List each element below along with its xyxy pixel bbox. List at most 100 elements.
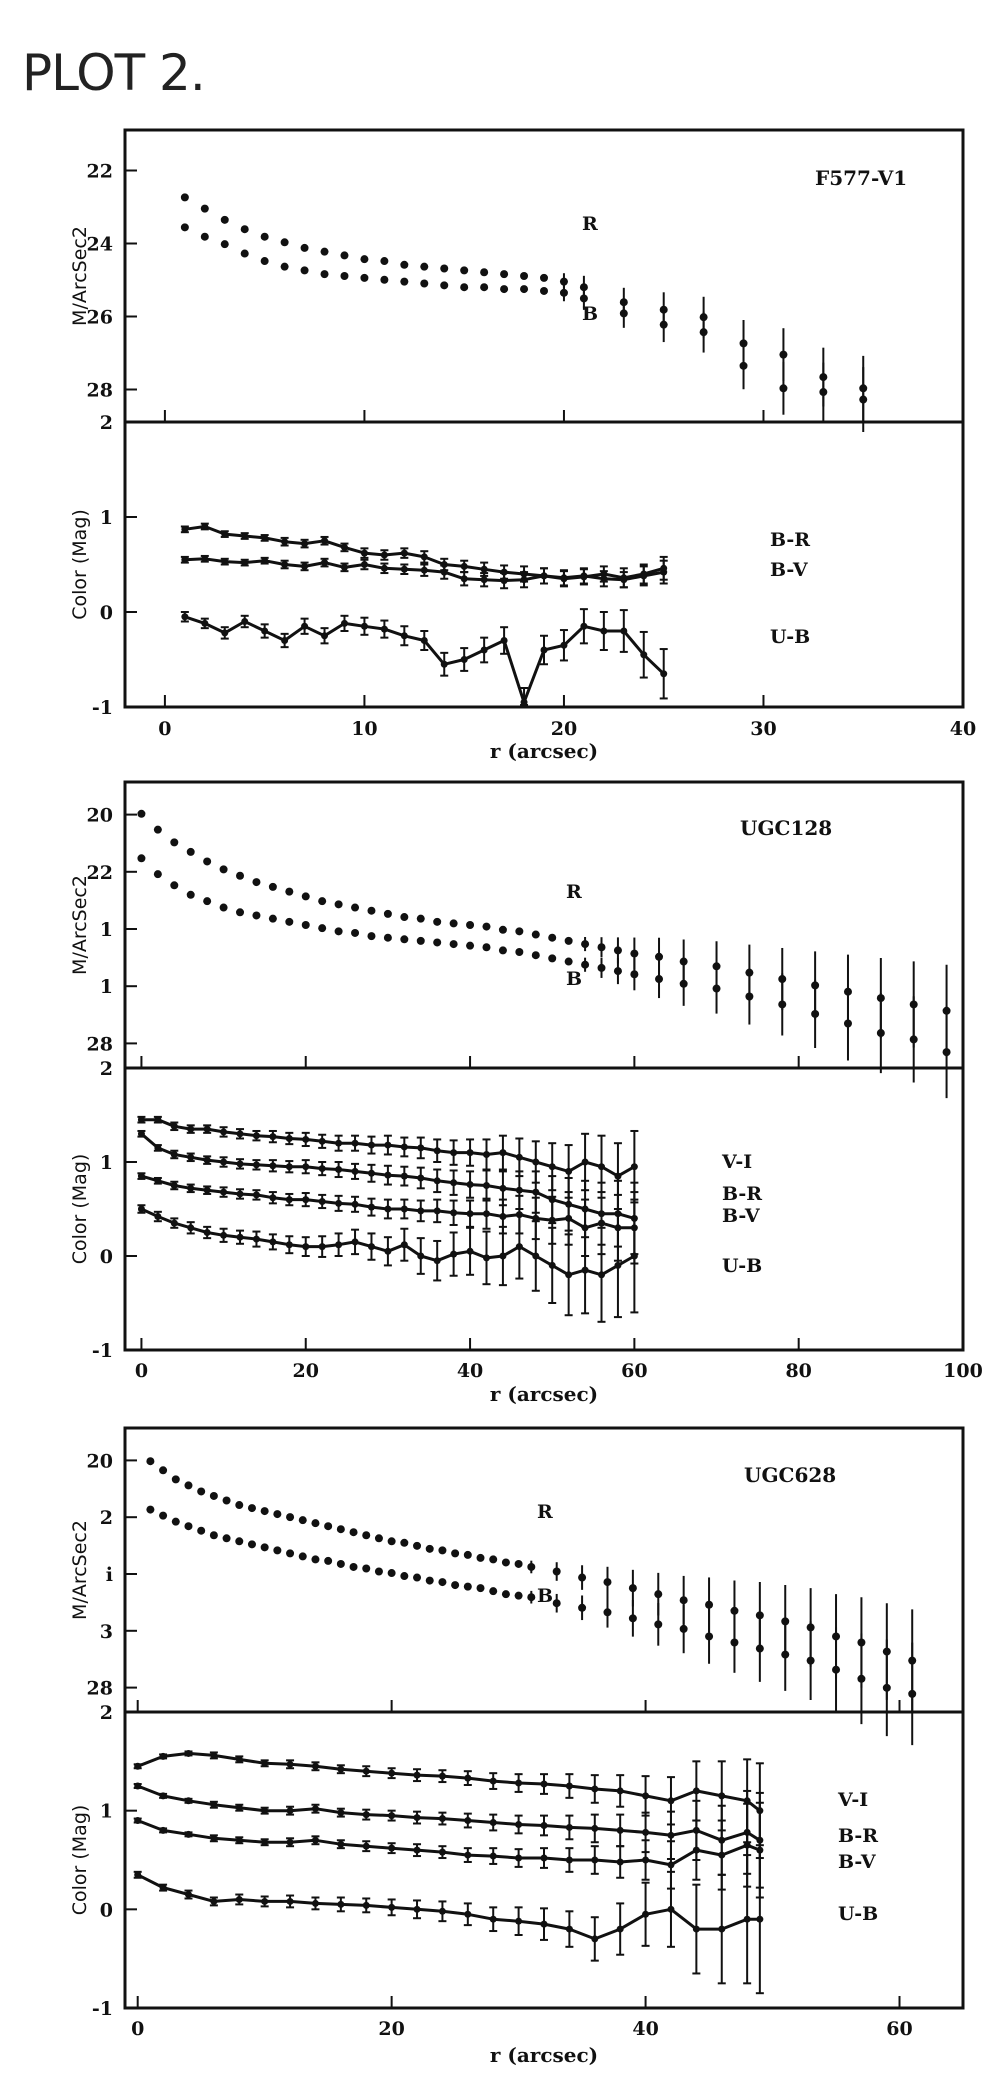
data-point <box>482 1150 490 1158</box>
data-point <box>548 1216 556 1224</box>
data-point <box>219 903 228 912</box>
data-point <box>252 1132 260 1140</box>
series-label: B-V <box>838 1851 877 1873</box>
data-point <box>417 1207 425 1215</box>
y-tick-label: 1 <box>100 507 113 529</box>
data-point <box>219 865 228 874</box>
data-point <box>285 1135 293 1142</box>
x-tick-label: 40 <box>950 718 976 740</box>
data-point <box>324 1522 333 1531</box>
data-point <box>380 257 389 266</box>
data-point <box>413 1814 421 1822</box>
series-line <box>184 615 665 704</box>
data-point <box>440 568 448 576</box>
x-axis-label: r (arcsec) <box>490 1382 598 1406</box>
galaxy-panel-f577-v1: 0 10 20 30 40r (arcsec)F577-V122242628M/ArcS… <box>69 128 976 763</box>
data-point <box>460 562 468 570</box>
data-point <box>260 232 269 241</box>
data-point <box>540 1780 548 1788</box>
x-tick-label: 40 <box>632 2018 658 2040</box>
data-point <box>548 954 557 963</box>
data-point <box>236 1130 244 1138</box>
data-point <box>548 933 557 942</box>
data-point <box>515 927 524 936</box>
data-point <box>449 919 458 928</box>
data-point <box>620 574 628 582</box>
data-point <box>520 698 528 706</box>
y-axis-label: M/ArcSec2 <box>69 226 91 326</box>
x-tick-label: 20 <box>293 1360 319 1382</box>
y-tick-label: 28 <box>87 380 113 402</box>
data-point <box>630 1252 638 1260</box>
data-point <box>480 565 488 573</box>
data-point <box>200 232 209 241</box>
data-point <box>400 935 409 944</box>
data-point <box>600 627 608 635</box>
series-line <box>137 1751 761 1812</box>
y-tick-label: 24 <box>87 234 113 256</box>
y-axis-label: Color (Mag) <box>69 509 91 620</box>
data-point <box>220 1188 228 1196</box>
data-point <box>351 928 360 937</box>
y-tick-label: -1 <box>92 1340 113 1362</box>
data-point <box>300 266 309 275</box>
series-label: B-V <box>722 1205 761 1227</box>
data-point <box>236 1233 244 1241</box>
data-point <box>560 575 568 583</box>
data-point <box>184 1797 192 1805</box>
data-point <box>667 1797 675 1805</box>
data-point <box>349 1528 358 1537</box>
data-point <box>433 917 442 926</box>
data-point <box>383 909 392 918</box>
x-tick-label: 20 <box>378 2018 404 2040</box>
data-point <box>281 538 289 546</box>
series-label: U-B <box>770 626 810 648</box>
data-point <box>203 1186 211 1194</box>
data-point <box>489 1587 498 1596</box>
series-label: B-V <box>770 559 809 581</box>
data-point <box>362 1811 370 1819</box>
series-b-v <box>180 554 668 590</box>
y-axis-label: M/ArcSec2 <box>69 1520 91 1620</box>
data-point <box>261 1897 269 1905</box>
data-point <box>300 243 309 252</box>
data-point <box>134 1782 142 1790</box>
data-point <box>340 543 348 551</box>
data-point <box>210 1801 218 1809</box>
data-point <box>336 1525 345 1534</box>
data-point <box>380 551 388 559</box>
data-point <box>340 563 348 571</box>
data-point <box>451 1581 460 1590</box>
y-tick-label: -1 <box>92 1998 113 2020</box>
x-axis-label: r (arcsec) <box>490 2043 598 2067</box>
data-point <box>187 1153 195 1161</box>
data-point <box>642 1792 650 1800</box>
data-point <box>384 1141 392 1149</box>
color-frame <box>123 1710 965 2010</box>
data-point <box>413 1846 421 1854</box>
data-point <box>498 925 507 934</box>
data-point <box>380 564 388 572</box>
data-point <box>184 1830 192 1838</box>
data-point <box>311 1519 320 1528</box>
data-point <box>384 1205 392 1213</box>
series-u-b <box>180 608 668 706</box>
color-frame <box>123 1066 965 1352</box>
data-point <box>340 272 349 280</box>
data-point <box>261 1759 269 1767</box>
data-point <box>531 951 540 960</box>
y-tick-label: 28 <box>87 1678 113 1700</box>
data-point <box>362 1901 370 1909</box>
data-point <box>531 930 540 939</box>
data-point <box>540 286 548 295</box>
data-point <box>302 1196 310 1204</box>
data-point <box>360 622 368 630</box>
data-point <box>268 882 277 891</box>
data-point <box>360 273 369 282</box>
data-point <box>302 1135 310 1143</box>
data-point <box>335 1139 343 1147</box>
data-point <box>321 537 329 545</box>
data-point <box>203 1229 211 1236</box>
data-point <box>159 1511 168 1520</box>
y-tick-label: 22 <box>87 161 113 183</box>
